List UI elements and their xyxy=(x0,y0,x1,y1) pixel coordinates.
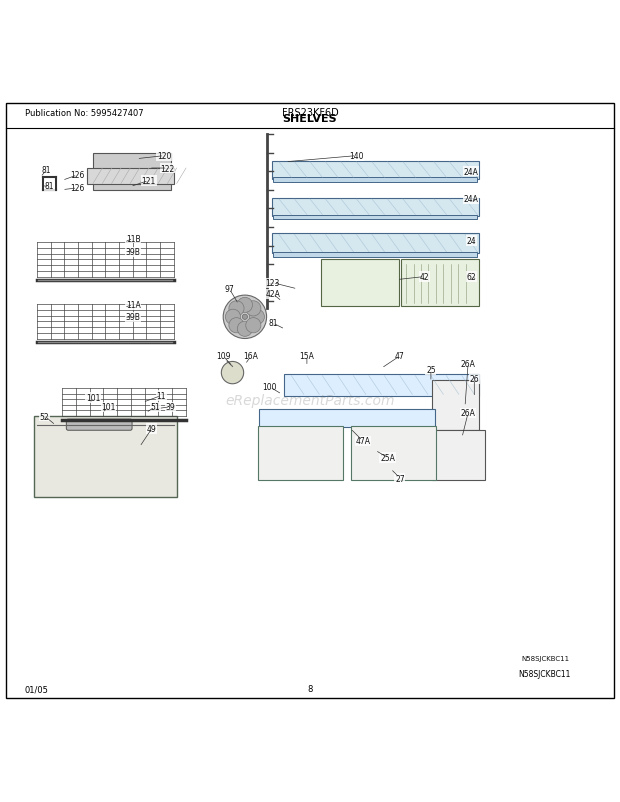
Text: 01/05: 01/05 xyxy=(25,684,49,694)
Bar xyxy=(93,153,171,190)
FancyBboxPatch shape xyxy=(432,430,485,480)
FancyBboxPatch shape xyxy=(272,199,479,217)
Bar xyxy=(273,178,477,183)
FancyBboxPatch shape xyxy=(259,409,435,427)
Circle shape xyxy=(246,318,261,334)
Text: 52: 52 xyxy=(40,412,50,421)
FancyBboxPatch shape xyxy=(34,416,177,497)
Text: 8: 8 xyxy=(308,684,312,694)
Text: 123: 123 xyxy=(265,279,280,288)
Text: 39: 39 xyxy=(166,403,175,411)
FancyBboxPatch shape xyxy=(66,419,132,431)
Circle shape xyxy=(223,296,267,339)
Bar xyxy=(87,168,174,184)
Text: 15A: 15A xyxy=(299,352,314,361)
Text: 24A: 24A xyxy=(464,195,479,205)
Text: 97: 97 xyxy=(224,285,234,294)
Text: 39B: 39B xyxy=(126,313,141,322)
Text: 27: 27 xyxy=(395,474,405,483)
Text: 25: 25 xyxy=(426,366,436,375)
Circle shape xyxy=(237,298,252,313)
Text: 62: 62 xyxy=(466,273,476,282)
Text: 39B: 39B xyxy=(126,248,141,257)
Text: 25A: 25A xyxy=(380,453,395,463)
Circle shape xyxy=(229,302,244,317)
Text: 49: 49 xyxy=(147,424,157,433)
FancyBboxPatch shape xyxy=(401,260,479,307)
FancyBboxPatch shape xyxy=(272,234,479,253)
Text: 51: 51 xyxy=(150,403,160,411)
Circle shape xyxy=(246,302,261,317)
Text: 126: 126 xyxy=(70,171,85,180)
Circle shape xyxy=(221,362,244,384)
Bar xyxy=(273,215,477,221)
FancyBboxPatch shape xyxy=(272,161,479,180)
Text: eReplacementParts.com: eReplacementParts.com xyxy=(225,394,395,408)
Text: 16A: 16A xyxy=(244,352,259,361)
Text: 122: 122 xyxy=(161,164,174,173)
FancyBboxPatch shape xyxy=(258,427,343,481)
Text: 11A: 11A xyxy=(126,301,141,310)
Text: 121: 121 xyxy=(142,176,156,186)
Text: 26: 26 xyxy=(469,375,479,384)
Text: N58SJCKBC11: N58SJCKBC11 xyxy=(521,655,570,661)
Text: 47: 47 xyxy=(395,352,405,361)
Text: SHELVES: SHELVES xyxy=(283,114,337,124)
Text: 42A: 42A xyxy=(265,290,280,299)
Text: 101: 101 xyxy=(86,394,100,403)
Text: 42: 42 xyxy=(420,273,430,282)
Circle shape xyxy=(226,310,241,325)
Text: 24: 24 xyxy=(466,237,476,245)
Text: 109: 109 xyxy=(216,352,231,361)
Text: 81: 81 xyxy=(268,319,278,328)
Text: 81: 81 xyxy=(45,182,55,191)
Text: 26A: 26A xyxy=(461,409,476,418)
Text: 26A: 26A xyxy=(461,359,476,368)
Text: Publication No: 5995427407: Publication No: 5995427407 xyxy=(25,108,143,118)
Text: 140: 140 xyxy=(349,152,364,161)
Text: 126: 126 xyxy=(70,184,85,193)
Bar xyxy=(273,253,477,257)
Text: 100: 100 xyxy=(262,383,277,392)
Text: 11B: 11B xyxy=(126,234,141,243)
Circle shape xyxy=(237,322,252,337)
Text: 81: 81 xyxy=(42,166,51,175)
FancyBboxPatch shape xyxy=(284,375,479,396)
FancyBboxPatch shape xyxy=(432,381,479,431)
Text: 24A: 24A xyxy=(464,168,479,176)
Text: 47A: 47A xyxy=(355,437,370,446)
Text: 11: 11 xyxy=(156,391,166,400)
Text: 120: 120 xyxy=(157,152,172,161)
Text: N58SJCKBC11: N58SJCKBC11 xyxy=(518,669,570,678)
FancyBboxPatch shape xyxy=(351,427,436,481)
FancyBboxPatch shape xyxy=(321,260,399,307)
Text: FRS23KF6D: FRS23KF6D xyxy=(281,108,339,118)
Circle shape xyxy=(229,318,244,334)
Circle shape xyxy=(242,315,247,320)
Circle shape xyxy=(249,310,264,325)
Text: 101: 101 xyxy=(101,403,116,411)
